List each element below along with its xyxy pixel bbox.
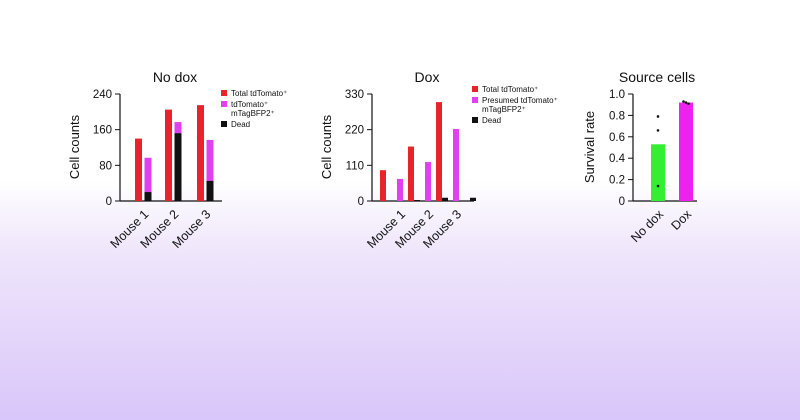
legend-swatch-dead <box>221 121 227 127</box>
bar <box>470 197 476 201</box>
data-points <box>656 100 690 188</box>
bar <box>679 102 693 201</box>
chart-title: Dox <box>415 69 440 85</box>
y-tick-label: 220 <box>345 125 364 137</box>
chart-title: Source cells <box>619 69 695 85</box>
chart-no-dox: No dox Cell counts 0 80 160 240 Mouse 1Mous… <box>67 69 287 251</box>
legend-label: mTagBFP2⁺ <box>231 109 275 118</box>
y-ticks: 0 80 160 240 <box>93 89 120 208</box>
data-point <box>656 129 660 132</box>
data-point <box>656 184 660 188</box>
bars <box>380 102 476 202</box>
legend-swatch-total <box>221 90 227 96</box>
y-tick-label: 110 <box>346 160 364 172</box>
bar <box>442 197 448 201</box>
x-tick-labels: No dox Dox <box>628 207 694 245</box>
bar <box>414 200 420 202</box>
y-tick-label: 1.0 <box>609 89 625 101</box>
y-ticks: 0 0.2 0.4 0.6 0.8 1.0 <box>609 89 633 208</box>
bar <box>144 157 152 201</box>
y-tick-label: 160 <box>93 125 112 137</box>
bar <box>197 105 204 201</box>
bar <box>206 139 214 201</box>
bar <box>144 192 152 201</box>
y-ticks: 0 110 220 330 <box>345 89 372 208</box>
bar <box>436 102 442 201</box>
bars <box>135 105 214 201</box>
data-point <box>682 100 685 103</box>
y-tick-label: 0.4 <box>609 153 626 165</box>
legend-swatch-total <box>472 86 478 92</box>
y-tick-label: 240 <box>93 89 112 101</box>
bars <box>651 102 693 201</box>
bar <box>408 146 414 201</box>
legend-label: Presumed tdTomato⁺ <box>482 96 558 105</box>
chart-dox: Dox Cell counts 0 110 220 330 Mouse 1Mouse … <box>319 69 558 251</box>
x-tick-label: Dox <box>668 207 694 233</box>
data-point <box>684 101 688 104</box>
y-tick-label: 0.6 <box>609 132 625 144</box>
legend: Total tdTomato⁺ tdTomato⁺ mTagBFP2⁺ Dead <box>221 89 287 129</box>
legend-swatch-double <box>221 101 227 107</box>
bar <box>165 109 172 201</box>
bar <box>397 178 403 201</box>
legend-label: Total tdTomato⁺ <box>482 85 538 94</box>
chart-title: No dox <box>153 69 197 85</box>
y-tick-label: 330 <box>345 89 364 101</box>
y-tick-label: 0 <box>619 196 625 208</box>
legend-swatch-double <box>472 97 478 103</box>
bar <box>135 138 142 201</box>
legend-label: tdTomato⁺ <box>231 100 268 109</box>
data-point <box>687 102 690 105</box>
y-tick-label: 0.2 <box>609 175 625 187</box>
legend: Total tdTomato⁺ Presumed tdTomato⁺ mTagB… <box>472 85 558 125</box>
bar <box>206 180 214 201</box>
legend-label: Dead <box>482 116 501 125</box>
legend-swatch-dead <box>472 117 478 123</box>
bar <box>651 144 665 201</box>
bar <box>380 170 386 201</box>
bar <box>174 133 182 201</box>
bar <box>453 129 459 201</box>
x-tick-label: No dox <box>628 207 666 245</box>
y-axis-label: Cell counts <box>319 114 334 179</box>
legend-label: mTagBFP2⁺ <box>482 105 526 114</box>
y-tick-label: 0.8 <box>609 110 625 122</box>
y-tick-label: 80 <box>99 160 112 172</box>
y-axis-label: Cell counts <box>67 114 82 179</box>
y-tick-label: 0 <box>106 196 112 208</box>
chart-source-cells: Source cells Survival rate 0 0.2 0.4 0.6 0.8… <box>582 69 697 245</box>
data-point <box>656 115 660 118</box>
legend-label: Total tdTomato⁺ <box>231 89 287 98</box>
y-tick-label: 0 <box>358 196 364 208</box>
bar <box>425 162 431 201</box>
y-axis-label: Survival rate <box>582 111 597 183</box>
legend-label: Dead <box>231 120 250 129</box>
